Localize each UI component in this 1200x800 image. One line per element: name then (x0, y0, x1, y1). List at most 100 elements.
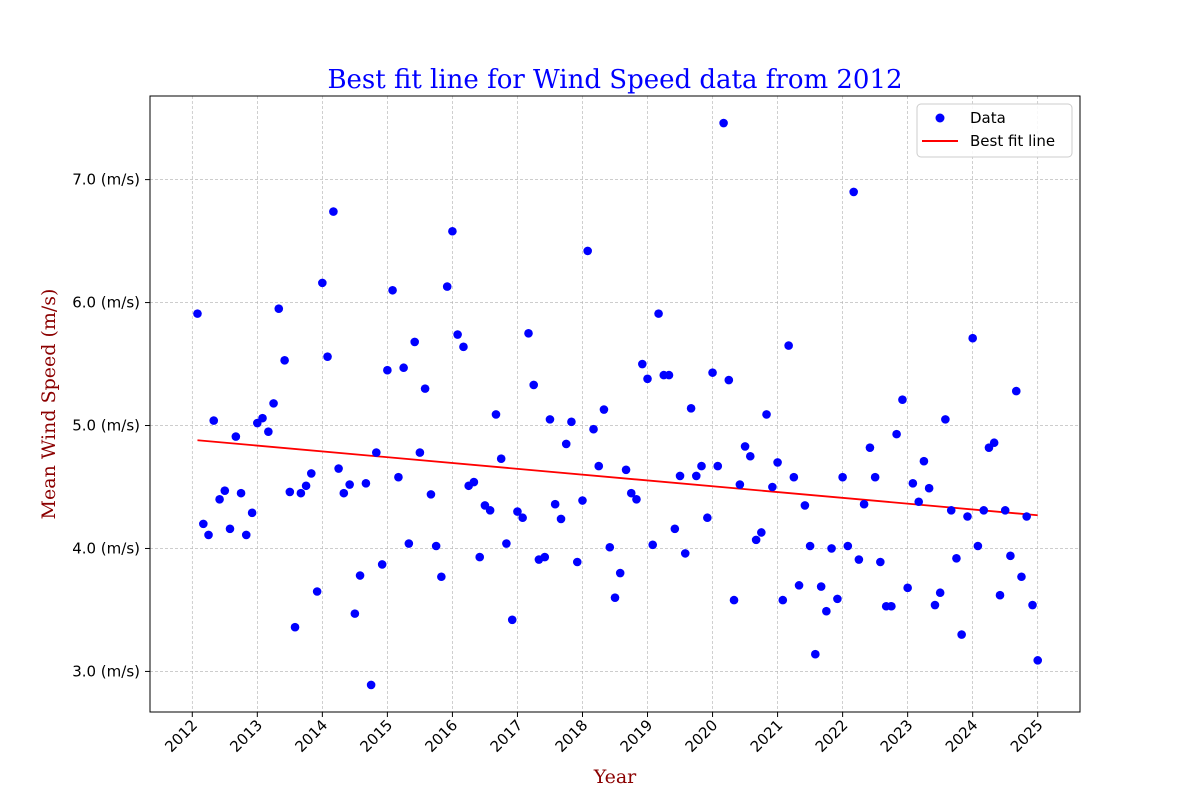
data-point (323, 352, 332, 361)
data-point (859, 499, 869, 509)
data-point (475, 552, 485, 562)
data-point (442, 282, 452, 291)
data-point (957, 630, 966, 639)
data-point (865, 443, 875, 452)
data-point (572, 557, 582, 567)
data-point (615, 568, 625, 578)
y-tick-label: 7.0 (m/s) (72, 171, 140, 189)
data-point (361, 479, 371, 488)
data-point (703, 513, 712, 523)
data-point (811, 649, 820, 659)
data-point (816, 582, 826, 591)
data-point (556, 514, 566, 524)
plot-frame (149, 95, 1081, 713)
data-point (757, 528, 766, 537)
data-point (502, 539, 511, 548)
data-point (280, 356, 289, 365)
data-point (269, 399, 278, 408)
y-tick-label: 4.0 (m/s) (72, 539, 140, 557)
data-point (529, 380, 539, 390)
legend: Data Best fit line (916, 103, 1073, 158)
data-point (383, 365, 392, 375)
data-point (225, 524, 235, 534)
data-point (561, 439, 571, 449)
data-point (599, 405, 609, 414)
data-point (789, 472, 799, 482)
data-point (377, 560, 387, 569)
data-point (399, 363, 408, 373)
chart-title: Best fit line for Wind Speed data from 2… (327, 65, 902, 95)
best-fit-line (197, 439, 1038, 517)
data-point (908, 479, 918, 488)
data-point (903, 583, 912, 593)
data-point (1006, 551, 1015, 561)
data-point (626, 488, 636, 498)
data-point (1028, 600, 1037, 610)
data-point (843, 541, 853, 551)
data-point (345, 480, 354, 489)
data-point (800, 501, 810, 510)
data-point (193, 309, 202, 318)
data-point (941, 415, 950, 424)
data-point (312, 587, 322, 596)
data-point (264, 427, 273, 436)
data-point (968, 333, 977, 343)
data-point (524, 329, 533, 338)
data-point (339, 488, 349, 498)
data-point (794, 581, 804, 590)
data-point (670, 524, 680, 534)
data-point (258, 413, 267, 423)
data-point (610, 593, 620, 602)
data-point (697, 461, 706, 471)
y-axis-label: Mean Wind Speed (m/s) (38, 289, 60, 520)
data-point (306, 469, 316, 478)
data-point (989, 438, 999, 448)
data-point (550, 499, 560, 509)
data-point (578, 496, 587, 505)
y-axis-ticks: 3.0 (m/s) 4.0 (m/s) 5.0 (m/s) 6.0 (m/s) 7.0 … (72, 171, 150, 680)
data-point (833, 594, 842, 604)
data-point (675, 471, 685, 481)
data-point (973, 541, 983, 551)
fit-line-layer (197, 439, 1038, 517)
data-point (334, 464, 343, 473)
data-point (914, 497, 924, 507)
legend-label-fit-line: Best fit line (970, 132, 1055, 150)
data-point (567, 417, 576, 427)
data-point (946, 506, 956, 515)
data-point (751, 535, 761, 545)
data-point (805, 541, 815, 551)
data-point (924, 483, 934, 493)
y-tick-label: 3.0 (m/s) (72, 662, 140, 680)
data-point (995, 590, 1005, 600)
data-point (589, 424, 598, 434)
data-point (740, 442, 750, 451)
data-point (870, 472, 880, 482)
data-point (963, 512, 972, 521)
data-point (274, 304, 284, 314)
data-point (605, 542, 615, 552)
data-point (638, 359, 647, 369)
legend-label-data: Data (970, 109, 1006, 127)
data-point (318, 278, 327, 288)
data-point (719, 118, 728, 128)
data-point (388, 285, 397, 295)
data-point (513, 507, 522, 516)
data-point (415, 448, 425, 457)
data-point (935, 588, 945, 598)
data-point (735, 480, 745, 489)
data-point (768, 482, 777, 492)
data-point (241, 530, 251, 540)
data-point (898, 395, 907, 404)
data-point (887, 601, 896, 611)
data-point (854, 555, 864, 564)
data-point (729, 595, 739, 605)
data-point (231, 432, 241, 441)
data-point (453, 330, 462, 339)
data-point (518, 513, 527, 523)
data-point (691, 471, 701, 481)
data-point (1017, 572, 1026, 582)
data-point (594, 461, 604, 471)
data-point (485, 506, 495, 515)
